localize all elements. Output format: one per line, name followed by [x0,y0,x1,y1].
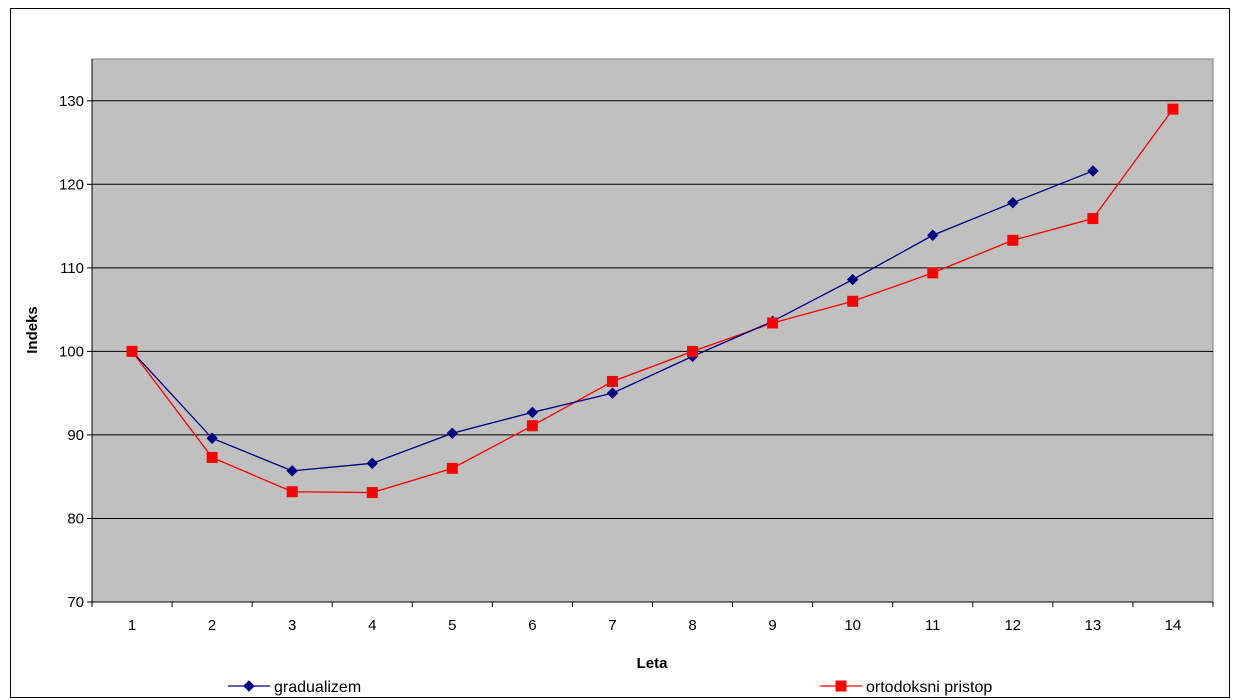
point-gradualizem [927,229,939,241]
y-tick-label: 70 [67,594,84,611]
point-ortodoksni-pristop [366,487,378,499]
x-tick-label: 4 [368,617,376,634]
point-gradualizem [206,432,218,444]
gridlines [92,100,1213,519]
series-markers [126,103,1179,499]
y-tick-label: 110 [60,260,84,277]
point-ortodoksni-pristop [206,451,218,463]
series-line-ortodoksni-pristop [131,108,1174,494]
x-tick-label: 14 [1165,617,1182,634]
axes [87,59,1214,607]
y-tick-label: 120 [59,176,84,193]
point-ortodoksni-pristop [1167,103,1179,115]
x-tick-label: 12 [1004,617,1021,634]
point-gradualizem [1007,196,1019,209]
point-ortodoksni-pristop [286,486,298,498]
x-tick-label: 7 [608,617,616,634]
x-tick-label: 5 [448,617,456,634]
x-tick-label: 1 [128,617,136,634]
point-ortodoksni-pristop [126,345,138,357]
x-tick-labels: 1 2 3 4 5 6 7 8 9 10 11 12 13 14 [128,617,1181,634]
point-gradualizem [606,387,619,399]
x-tick-label: 11 [925,617,941,634]
y-tick-labels: 70 80 90 100 110 120 130 [59,93,84,611]
point-ortodoksni-pristop [847,295,859,307]
x-tick-label: 3 [288,617,296,634]
point-ortodoksni-pristop [446,462,458,474]
plot-area [91,58,1214,603]
legend: gradualizem ortodoksni pristop [228,679,992,696]
point-ortodoksni-pristop [927,267,939,279]
point-ortodoksni-pristop [606,375,618,387]
y-tick-label: 90 [67,427,84,444]
point-ortodoksni-pristop [1087,213,1099,225]
point-gradualizem [366,457,378,470]
y-axis-title: Indeks [24,306,41,354]
point-gradualizem [286,465,298,477]
x-tick-label: 8 [688,617,696,634]
legend-marker [835,680,847,692]
point-ortodoksni-pristop [526,420,538,432]
point-ortodoksni-pristop [1007,234,1019,246]
y-tick-label: 100 [59,343,84,360]
point-gradualizem [526,406,539,419]
point-ortodoksni-pristop [767,317,779,329]
point-ortodoksni-pristop [687,345,699,357]
point-gradualizem [846,273,859,286]
y-tick-label: 130 [59,93,84,110]
point-gradualizem [446,427,459,439]
x-tick-label: 13 [1085,617,1102,634]
x-axis-title: Leta [637,655,669,672]
point-gradualizem [1087,165,1099,177]
x-tick-label: 2 [208,617,216,634]
legend-label: ortodoksni pristop [866,679,992,696]
x-tick-label: 10 [844,617,861,634]
x-tick-label: 9 [768,617,776,634]
x-tick-label: 6 [528,617,536,634]
legend-label: gradualizem [274,679,361,696]
legend-marker [243,680,255,692]
y-tick-label: 80 [67,510,84,527]
